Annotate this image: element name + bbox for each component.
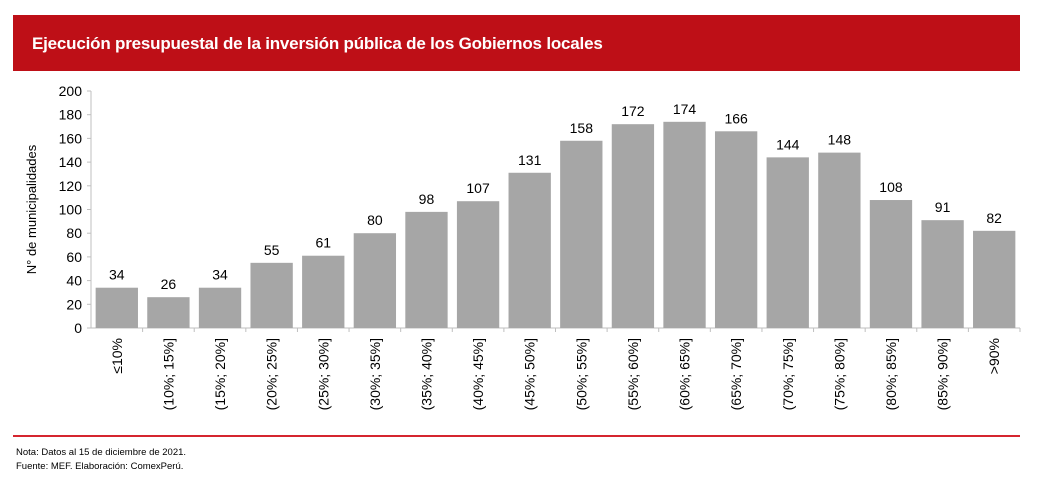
bar [250,262,293,328]
data-label: 80 [367,212,383,228]
x-tick-label: >90% [986,338,1002,374]
data-label: 131 [518,152,542,168]
y-tick-label: 80 [66,225,82,241]
x-tick-label: (35%; 40%] [418,338,434,410]
data-label: 61 [315,235,331,251]
title-banner: Ejecución presupuestal de la inversión p… [13,15,1020,71]
bar [302,255,345,328]
y-tick-label: 0 [74,320,82,336]
data-label: 55 [264,242,280,258]
bar [95,287,138,328]
bar [353,233,397,328]
chart-title: Ejecución presupuestal de la inversión p… [32,34,603,53]
data-label: 144 [776,136,800,152]
data-label: 34 [109,267,125,283]
x-tick-label: (65%; 70%] [728,338,744,410]
x-tick-label: (80%; 85%] [883,338,899,410]
data-label: 26 [161,276,177,292]
bar [663,121,706,328]
x-tick-label: (75%; 80%] [831,338,847,410]
bar [198,287,242,328]
data-label: 172 [621,103,645,119]
data-label: 91 [935,199,951,215]
bar [869,200,913,328]
bar [147,297,190,328]
bar [714,131,758,328]
x-tick-label: (30%; 35%] [367,338,383,410]
data-label: 174 [673,101,697,117]
y-tick-label: 20 [66,296,82,312]
data-label: 107 [466,180,490,196]
bar [611,124,655,329]
x-tick-label: (15%; 20%] [212,338,228,410]
x-tick-label: (70%; 75%] [780,338,796,410]
x-tick-label: (60%; 65%] [677,338,693,410]
source-text: Fuente: MEF. Elaboración: ComexPerú. [16,461,184,472]
x-tick-label: (25%; 30%] [315,338,331,410]
x-tick-label: ≤10% [109,338,125,374]
bar [560,140,603,328]
data-label: 34 [212,267,228,283]
y-tick-label: 40 [66,273,82,289]
divider [13,435,1020,437]
data-label: 166 [724,110,748,126]
x-tick-label: (85%; 90%] [935,338,951,410]
y-tick-label: 200 [59,83,83,99]
y-tick-label: 100 [59,202,83,218]
data-label: 158 [570,120,594,136]
data-label: 98 [419,191,435,207]
x-tick-label: (50%; 55%] [573,338,589,410]
bar [973,230,1016,328]
x-tick-label: (20%; 25%] [264,338,280,410]
x-tick-label: (40%; 45%] [470,338,486,410]
bar [921,220,964,328]
bar [508,172,551,328]
x-tick-label: (10%; 15%] [160,338,176,410]
y-tick-label: 120 [59,178,83,194]
bar [405,211,448,328]
data-label: 108 [879,179,903,195]
data-label: 82 [986,210,1002,226]
x-tick-label: (55%; 60%] [625,338,641,410]
y-tick-label: 180 [59,107,83,123]
note-text: Nota: Datos al 15 de diciembre de 2021. [16,447,187,458]
bar [456,201,500,328]
y-tick-label: 140 [59,154,83,170]
y-axis-label: N° de municipalidades [24,144,39,274]
x-tick-label: (45%; 50%] [522,338,538,410]
bar [818,152,861,328]
y-tick-label: 60 [66,249,82,265]
data-label: 148 [828,132,852,148]
y-tick-label: 160 [59,130,83,146]
bar [766,157,809,328]
